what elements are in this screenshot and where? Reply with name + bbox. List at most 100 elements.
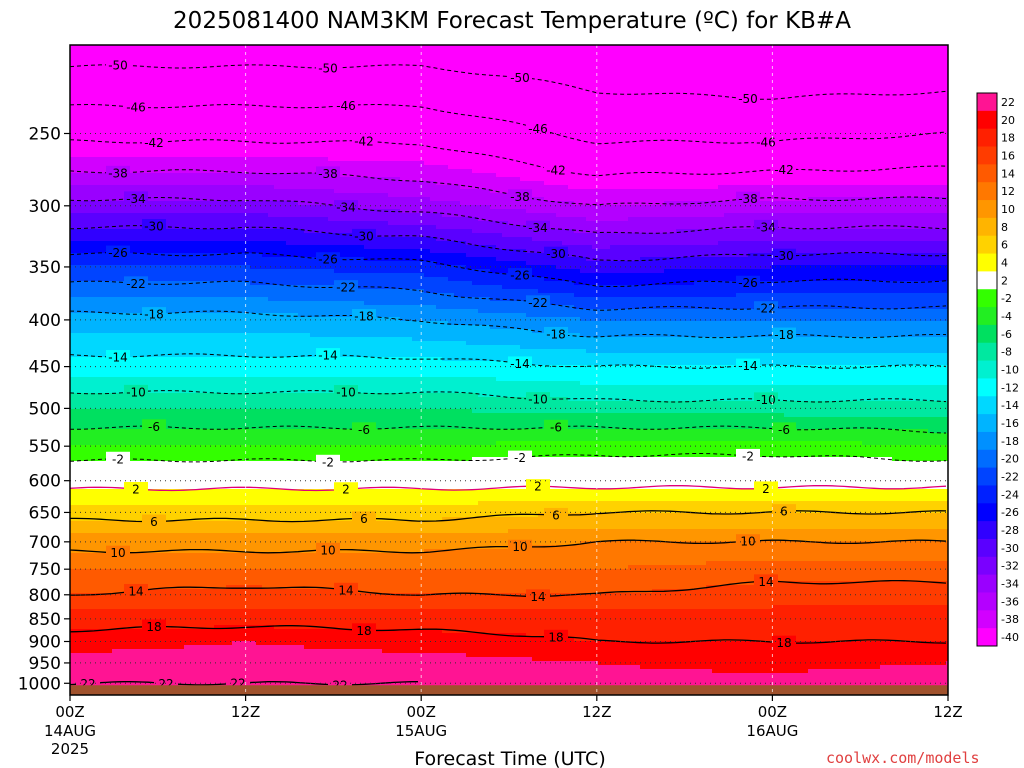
heatmap-cell	[196, 385, 203, 390]
heatmap-cell	[226, 289, 233, 294]
heatmap-cell	[214, 289, 221, 294]
heatmap-cell	[202, 449, 209, 454]
heatmap-cell	[160, 341, 167, 346]
heatmap-cell	[190, 373, 197, 378]
heatmap-cell	[118, 537, 125, 542]
heatmap-cell	[82, 621, 89, 626]
heatmap-cell	[118, 73, 125, 78]
heatmap-cell	[196, 373, 203, 378]
heatmap-cell	[250, 337, 257, 342]
heatmap-cell	[250, 261, 257, 266]
heatmap-cell	[166, 633, 173, 638]
heatmap-cell	[214, 521, 221, 526]
heatmap-cell	[208, 645, 215, 650]
heatmap-cell	[196, 525, 203, 530]
heatmap-cell	[166, 445, 173, 450]
heatmap-cell	[178, 393, 185, 398]
heatmap-cell	[220, 525, 227, 530]
heatmap-cell	[244, 269, 251, 274]
heatmap-cell	[166, 501, 173, 506]
heatmap-cell	[142, 353, 149, 358]
heatmap-cell	[184, 505, 191, 510]
heatmap-cell	[124, 609, 131, 614]
heatmap-cell	[238, 149, 245, 154]
heatmap-cell	[238, 201, 245, 206]
heatmap-cell	[154, 397, 161, 402]
heatmap-cell	[238, 257, 245, 262]
heatmap-cell	[184, 381, 191, 386]
heatmap-cell	[82, 289, 89, 294]
heatmap-cell	[88, 545, 95, 550]
heatmap-cell	[244, 289, 251, 294]
heatmap-cell	[136, 293, 143, 298]
heatmap-cell	[184, 545, 191, 550]
heatmap-cell	[196, 185, 203, 190]
heatmap-cell	[178, 597, 185, 602]
heatmap-cell	[178, 617, 185, 622]
heatmap-cell	[70, 297, 77, 302]
heatmap-cell	[118, 665, 125, 670]
heatmap-cell	[88, 285, 95, 290]
heatmap-cell	[172, 49, 179, 54]
heatmap-cell	[160, 433, 167, 438]
heatmap-cell	[190, 285, 197, 290]
heatmap-cell	[70, 197, 77, 202]
heatmap-cell	[82, 57, 89, 62]
heatmap-cell	[166, 541, 173, 546]
heatmap-cell	[166, 485, 173, 490]
heatmap-cell	[172, 69, 179, 74]
heatmap-cell	[118, 317, 125, 322]
heatmap-cell	[196, 581, 203, 586]
heatmap-cell	[100, 345, 107, 350]
heatmap-cell	[136, 73, 143, 78]
heatmap-cell	[220, 493, 227, 498]
heatmap-cell	[202, 229, 209, 234]
heatmap-cell	[82, 73, 89, 78]
heatmap-cell	[250, 97, 257, 102]
heatmap-cell	[244, 97, 251, 102]
heatmap-cell	[76, 409, 83, 414]
heatmap-cell	[100, 229, 107, 234]
heatmap-cell	[130, 605, 137, 610]
heatmap-cell	[226, 177, 233, 182]
heatmap-cell	[190, 113, 197, 118]
heatmap-cell	[244, 161, 251, 166]
heatmap-cell	[172, 261, 179, 266]
heatmap-cell	[154, 477, 161, 482]
heatmap-cell	[136, 573, 143, 578]
heatmap-cell	[172, 665, 179, 670]
heatmap-cell	[184, 637, 191, 642]
heatmap-cell	[148, 329, 155, 334]
heatmap-cell	[142, 361, 149, 366]
heatmap-cell	[238, 637, 245, 642]
heatmap-cell	[220, 77, 227, 82]
heatmap-cell	[130, 409, 137, 414]
heatmap-cell	[196, 577, 203, 582]
heatmap-cell	[154, 385, 161, 390]
heatmap-cell	[196, 261, 203, 266]
heatmap-cell	[238, 421, 245, 426]
heatmap-cell	[88, 585, 95, 590]
heatmap-cell	[148, 325, 155, 330]
heatmap-cell	[244, 377, 251, 382]
heatmap-cell	[112, 433, 119, 438]
heatmap-cell	[70, 73, 77, 78]
heatmap-cell	[172, 337, 179, 342]
heatmap-cell	[94, 541, 101, 546]
heatmap-cell	[118, 185, 125, 190]
heatmap-cell	[160, 473, 167, 478]
heatmap-cell	[166, 477, 173, 482]
heatmap-cell	[106, 677, 113, 682]
heatmap-cell	[226, 153, 233, 158]
heatmap-cell	[220, 621, 227, 626]
heatmap-cell	[172, 561, 179, 566]
heatmap-cell	[172, 581, 179, 586]
heatmap-cell	[124, 77, 131, 82]
heatmap-cell	[166, 165, 173, 170]
heatmap-cell	[118, 129, 125, 134]
heatmap-cell	[226, 421, 233, 426]
heatmap-cell	[214, 645, 221, 650]
heatmap-cell	[106, 513, 113, 518]
heatmap-cell	[124, 513, 131, 518]
heatmap-cell	[244, 301, 251, 306]
